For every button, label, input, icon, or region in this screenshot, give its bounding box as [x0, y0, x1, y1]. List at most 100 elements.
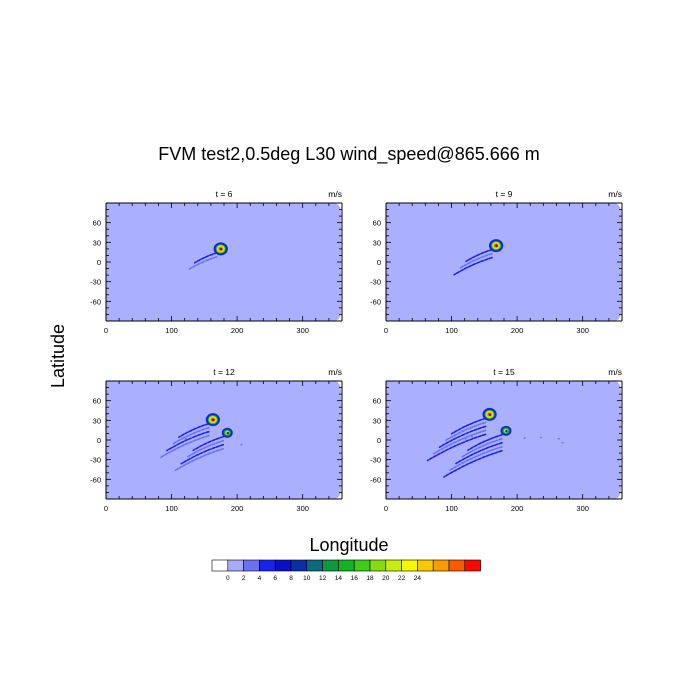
- y-tick-label: -60: [90, 475, 101, 484]
- spiral-band: [459, 252, 493, 269]
- colorbar-label: 14: [335, 575, 343, 582]
- spiral-band: [160, 434, 210, 459]
- figure-title: FVM test2,0.5deg L30 wind_speed@865.666 …: [158, 144, 540, 165]
- spiral-band: [461, 438, 503, 458]
- x-tick-label: 0: [384, 326, 388, 335]
- spiral-band: [438, 425, 487, 448]
- x-tick-label: 200: [511, 326, 524, 335]
- colorbar-cell: [464, 559, 481, 572]
- spiral-band: [449, 446, 503, 472]
- colorbar-cell: [259, 559, 276, 572]
- colorbar-label: 24: [414, 575, 422, 582]
- speed-speck: [184, 438, 187, 440]
- spiral-band: [174, 447, 225, 472]
- eye: [220, 247, 223, 251]
- panel-units: m/s: [608, 367, 622, 377]
- speed-speck: [561, 441, 564, 444]
- spiral-band: [193, 252, 218, 264]
- x-tick-label: 100: [165, 326, 178, 335]
- y-tick-label: 60: [93, 397, 101, 406]
- spiral-band: [180, 443, 225, 465]
- spiral-band: [426, 433, 487, 462]
- speed-speck: [240, 443, 243, 446]
- y-tick-label: 60: [93, 219, 101, 228]
- x-tick-label: 0: [104, 504, 108, 513]
- field-background: [386, 381, 621, 499]
- x-tick-label: 200: [231, 504, 244, 513]
- spiral-band: [455, 442, 503, 465]
- y-axis-label: Latitude: [48, 324, 68, 388]
- y-tick-label: 60: [373, 397, 381, 406]
- x-tick-label: 300: [576, 504, 589, 513]
- vortex-feature: [174, 427, 233, 472]
- spiral-band: [178, 422, 210, 438]
- speed-speck: [557, 438, 560, 440]
- spiral-band: [443, 450, 503, 478]
- spiral-band: [444, 421, 487, 442]
- y-tick-label: 30: [93, 238, 101, 247]
- y-tick-label: -30: [90, 456, 101, 465]
- vortex-feature: [160, 413, 221, 459]
- field-background: [106, 381, 341, 499]
- y-tick-label: -60: [370, 297, 381, 306]
- colorbar-cell: [448, 559, 466, 572]
- y-tick-label: 0: [97, 258, 101, 267]
- panel-units: m/s: [328, 189, 342, 199]
- eye: [505, 429, 508, 433]
- panel-title: t = 12: [213, 367, 235, 377]
- vortex-feature: [187, 242, 228, 271]
- colorbar-label: 8: [289, 575, 293, 582]
- colorbar-cell: [306, 559, 323, 572]
- y-tick-label: -60: [90, 297, 101, 306]
- colorbar-label: 10: [303, 575, 311, 582]
- x-tick-label: 100: [445, 504, 458, 513]
- panel-title: t = 15: [493, 367, 515, 377]
- colorbar-label: 4: [258, 575, 262, 582]
- y-tick-label: -30: [90, 278, 101, 287]
- spiral-band: [187, 256, 218, 271]
- x-tick-label: 300: [296, 504, 309, 513]
- colorbar-label: 22: [398, 575, 406, 582]
- eye: [488, 413, 492, 416]
- panel-units: m/s: [328, 367, 342, 377]
- eye: [495, 244, 498, 248]
- vortex-feature: [443, 425, 512, 478]
- y-tick-label: -30: [370, 456, 381, 465]
- y-tick-label: 30: [93, 416, 101, 425]
- colorbar-label: 6: [273, 575, 277, 582]
- field-background: [106, 203, 341, 321]
- colorbar-label: 20: [382, 575, 390, 582]
- y-tick-label: 0: [377, 258, 381, 267]
- y-tick-label: -30: [370, 278, 381, 287]
- x-tick-label: 0: [384, 504, 388, 513]
- speed-speck: [464, 438, 467, 440]
- x-tick-label: 300: [576, 326, 589, 335]
- colorbar-label: 18: [366, 575, 374, 582]
- spiral-band: [166, 430, 210, 452]
- eye: [212, 418, 215, 422]
- x-tick-label: 200: [231, 326, 244, 335]
- colorbar-cell: [432, 559, 450, 572]
- spiral-band: [453, 256, 493, 276]
- spiral-band: [192, 435, 225, 452]
- y-tick-label: 30: [373, 416, 381, 425]
- y-tick-label: 60: [373, 219, 381, 228]
- colorbar-label: 0: [226, 575, 230, 582]
- x-axis-label: Longitude: [309, 535, 388, 555]
- colorbar-cell: [227, 559, 244, 572]
- y-tick-label: 0: [97, 436, 101, 445]
- x-tick-label: 300: [296, 326, 309, 335]
- eye: [226, 431, 229, 435]
- x-tick-label: 200: [511, 504, 524, 513]
- field-background: [386, 203, 621, 321]
- colorbar-label: 2: [242, 575, 246, 582]
- spiral-band: [450, 417, 487, 435]
- vortex-feature: [426, 407, 497, 462]
- colorbar-label: 12: [319, 575, 327, 582]
- speed-speck: [189, 436, 192, 439]
- colorbar-cell: [385, 559, 402, 572]
